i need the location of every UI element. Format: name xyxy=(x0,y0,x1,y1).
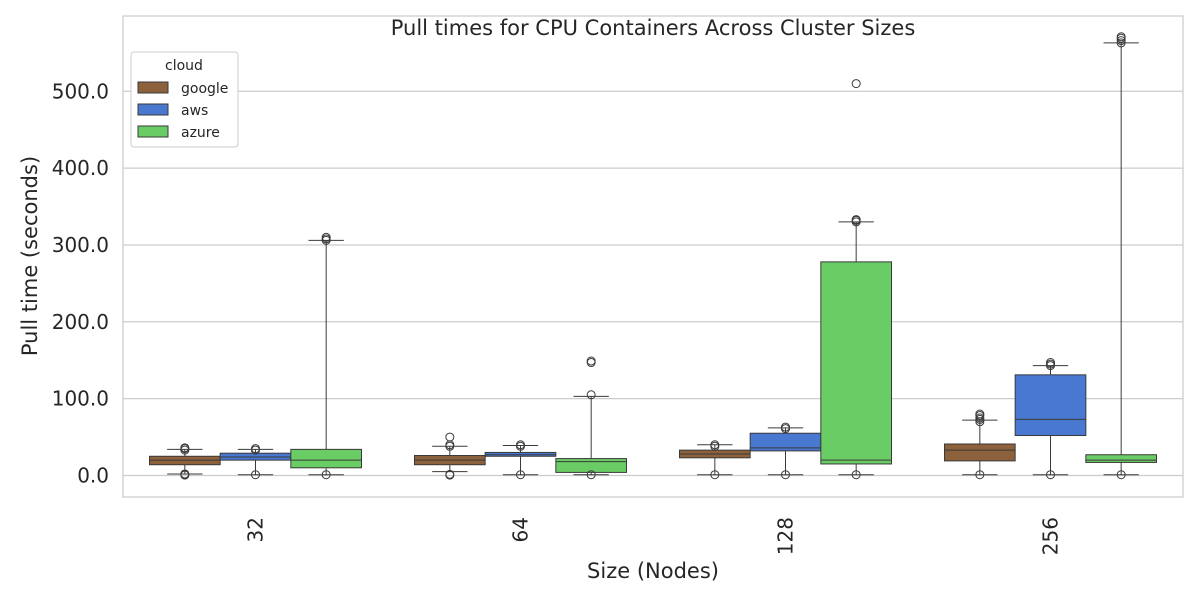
box-aws-64 xyxy=(484,440,557,480)
box-iqr xyxy=(820,261,892,465)
legend-frame xyxy=(130,51,239,148)
outlier-point xyxy=(516,470,525,480)
box-azure-64 xyxy=(555,356,627,480)
box-iqr xyxy=(1014,374,1087,437)
outlier-point xyxy=(1046,358,1055,368)
outlier-point xyxy=(251,470,260,480)
outlier-point xyxy=(851,79,861,89)
outlier-point xyxy=(1046,470,1055,480)
gridlines xyxy=(123,90,1183,477)
box-aws-32 xyxy=(219,444,292,480)
x-axis-label: Size (Nodes) xyxy=(587,559,719,583)
x-tick-label: 64 xyxy=(509,517,533,542)
box-plots xyxy=(149,32,1158,480)
outlier-point xyxy=(851,215,861,225)
outlier-point xyxy=(445,432,455,442)
outlier-point xyxy=(975,409,985,419)
box-azure-256 xyxy=(1085,32,1158,480)
legend-swatch-aws xyxy=(137,103,169,116)
outlier-point xyxy=(516,440,525,450)
x-tick-label: 128 xyxy=(774,517,798,555)
box-azure-32 xyxy=(290,232,363,480)
x-tick-label: 32 xyxy=(244,517,268,542)
outlier-point xyxy=(180,443,190,453)
outlier-point xyxy=(851,470,861,480)
box-iqr xyxy=(1085,454,1158,463)
y-ticks: 0.0 100.0 200.0 300.0 400.0 500.0 xyxy=(52,79,109,487)
outlier-point xyxy=(975,413,985,423)
y-tick-label: 400.0 xyxy=(52,156,109,180)
outlier-point xyxy=(1116,38,1126,48)
box-iqr xyxy=(290,448,363,469)
outlier-point xyxy=(251,444,260,454)
outlier-point xyxy=(586,356,596,366)
legend-swatch-google xyxy=(137,81,169,94)
outlier-point xyxy=(710,440,720,450)
y-tick-label: 200.0 xyxy=(52,310,109,334)
legend: cloud google aws azure xyxy=(130,51,239,148)
y-tick-label: 0.0 xyxy=(77,463,109,487)
x-ticks: 32 64 128 256 xyxy=(244,517,1063,555)
legend-label-azure: azure xyxy=(181,125,220,141)
outlier-point xyxy=(445,469,455,479)
y-tick-label: 100.0 xyxy=(52,387,109,411)
legend-label-aws: aws xyxy=(181,103,208,119)
legend-label-google: google xyxy=(181,81,228,97)
box-google-64 xyxy=(414,432,486,480)
chart-title: Pull times for CPU Containers Across Clu… xyxy=(391,16,916,40)
outlier-point xyxy=(710,470,720,480)
outlier-point xyxy=(781,422,790,432)
x-tick-label: 256 xyxy=(1039,517,1063,555)
outlier-point xyxy=(586,390,596,400)
box-azure-128 xyxy=(820,79,892,480)
legend-title: cloud xyxy=(165,58,203,74)
plot-background xyxy=(123,16,1183,497)
legend-items: google aws azure xyxy=(137,81,228,141)
outlier-point xyxy=(781,470,790,480)
outlier-point xyxy=(1116,470,1126,480)
box-iqr xyxy=(944,443,1016,462)
y-tick-label: 300.0 xyxy=(52,233,109,257)
outlier-point xyxy=(321,232,331,242)
outlier-point xyxy=(975,470,985,480)
box-google-256 xyxy=(944,409,1016,480)
y-axis-label: Pull time (seconds) xyxy=(18,156,42,356)
legend-swatch-azure xyxy=(137,125,169,138)
outlier-point xyxy=(1116,32,1126,42)
box-aws-256 xyxy=(1014,358,1087,480)
outlier-point xyxy=(321,470,331,480)
outlier-point xyxy=(586,470,596,480)
outlier-point xyxy=(1116,36,1126,46)
box-aws-128 xyxy=(749,422,822,480)
box-google-128 xyxy=(679,440,751,480)
outlier-point xyxy=(180,469,190,479)
plot-frame xyxy=(122,15,1184,498)
y-tick-label: 500.0 xyxy=(52,79,109,103)
